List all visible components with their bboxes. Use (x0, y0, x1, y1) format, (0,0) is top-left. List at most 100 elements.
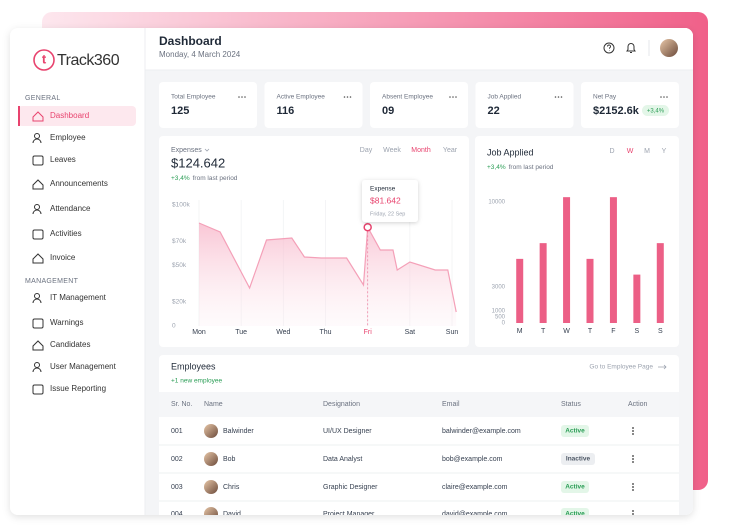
menu-label: Warnings (50, 318, 84, 327)
menu-item[interactable]: Announcements (32, 179, 108, 190)
employee-avatar (204, 452, 218, 466)
menu-item[interactable]: Employee (32, 133, 86, 144)
tooltip-bg (362, 180, 418, 222)
action-dot[interactable] (632, 483, 634, 485)
column-header: Name (204, 401, 223, 408)
stat-label: Total Employee (171, 94, 216, 101)
cell-designation: UI/UX Designer (323, 428, 372, 435)
status-label: Active (565, 484, 585, 491)
period-tab[interactable]: M (644, 148, 650, 155)
x-tick-label: Wed (276, 329, 290, 336)
menu-item[interactable]: Leaves (32, 155, 76, 166)
period-tab[interactable]: Month (411, 147, 431, 154)
employee-page-link[interactable]: Go to Employee Page (589, 364, 653, 371)
menu-item[interactable]: Attendance (32, 204, 91, 215)
menu-item[interactable]: Candidates (32, 340, 90, 351)
menu-label: User Management (50, 362, 117, 371)
stat-label: Absent Employee (382, 94, 433, 101)
job-card (475, 136, 679, 347)
stat-value: 22 (488, 105, 500, 117)
cell-sr: 002 (171, 456, 183, 463)
menu-icon (32, 318, 44, 329)
y-tick-label: $100k (172, 202, 190, 209)
menu-item[interactable]: Activities (32, 229, 82, 240)
status-pill (561, 453, 595, 465)
more-dot (238, 96, 240, 98)
y-tick-label: $70k (172, 238, 187, 245)
stat-label: Active Employee (277, 94, 326, 101)
cell-name: David (223, 511, 241, 518)
help-icon[interactable] (603, 42, 615, 54)
y-tick-label: 10000 (488, 200, 505, 206)
column-header: Status (561, 401, 581, 408)
more-dot (455, 96, 457, 98)
stat-card: Net Pay $2152.6k +3,4% (581, 82, 679, 128)
period-tab[interactable]: Year (443, 147, 458, 154)
cell-name: Bob (223, 456, 236, 463)
action-dot[interactable] (632, 461, 634, 463)
bell-icon[interactable] (626, 43, 636, 53)
menu-label: Issue Reporting (50, 384, 106, 393)
menu-item[interactable]: IT Management (32, 293, 107, 304)
period-tab[interactable]: Week (383, 147, 401, 154)
cell-name: Chris (223, 484, 240, 491)
status-label: Active (565, 511, 585, 518)
status-pill (561, 425, 589, 437)
period-tab[interactable]: D (609, 148, 614, 155)
action-dot[interactable] (632, 516, 634, 518)
action-dot[interactable] (632, 458, 634, 460)
x-tick-label: F (611, 328, 615, 335)
menu-item[interactable]: User Management (32, 362, 117, 373)
period-tab[interactable]: W (627, 148, 634, 155)
bar (633, 274, 641, 323)
more-dot (244, 96, 246, 98)
action-dot[interactable] (632, 427, 634, 429)
cell-sr: 004 (171, 511, 183, 518)
x-tick-label: S (635, 328, 640, 335)
menu-item[interactable]: Invoice (32, 253, 76, 264)
tooltip-date: Friday, 22 Sep (370, 211, 405, 217)
column-header: Sr. No. (171, 401, 192, 408)
menu-section-heading: MANAGEMENT (25, 278, 79, 285)
menu-label: Attendance (50, 204, 91, 213)
highlight-point[interactable] (363, 222, 372, 232)
user-avatar[interactable] (660, 39, 678, 57)
employees-card (159, 355, 679, 515)
menu-icon (32, 229, 44, 240)
stat-card-bg (264, 82, 363, 128)
action-dot[interactable] (632, 433, 634, 435)
bar (586, 258, 594, 323)
status-label: Active (565, 428, 585, 435)
menu-label: Leaves (50, 155, 76, 164)
menu-item[interactable]: Dashboard (18, 106, 136, 126)
y-tick-label: $50k (172, 262, 187, 269)
menu-icon (32, 179, 44, 190)
x-tick-label: T (541, 328, 546, 335)
stat-label: Net Pay (593, 94, 617, 101)
action-dot[interactable] (632, 510, 634, 512)
chart-title: Job Applied (487, 147, 534, 157)
stat-card: Active Employee 116 (264, 82, 363, 128)
period-tab[interactable]: Day (360, 147, 373, 154)
period-tab[interactable]: Y (662, 148, 667, 155)
menu-icon (32, 111, 44, 122)
menu-item[interactable]: Issue Reporting (32, 384, 106, 395)
stat-card-bg (475, 82, 574, 128)
action-dot[interactable] (632, 455, 634, 457)
menu-active-bg (18, 106, 136, 126)
logo-ring (33, 49, 55, 71)
action-dot[interactable] (632, 489, 634, 491)
action-dot[interactable] (632, 486, 634, 488)
menu-icon (32, 340, 44, 351)
change-value: +3,4% (487, 164, 506, 171)
stat-card-bg (581, 82, 679, 128)
action-dot[interactable] (632, 513, 634, 515)
x-tick-label: Mon (192, 329, 206, 336)
action-dot[interactable] (632, 430, 634, 432)
table-subtitle: +1 new employee (171, 378, 223, 385)
bar (516, 258, 524, 323)
status-label: Inactive (566, 456, 591, 463)
page-title: Dashboard (159, 34, 222, 48)
menu-item[interactable]: Warnings (32, 318, 84, 329)
